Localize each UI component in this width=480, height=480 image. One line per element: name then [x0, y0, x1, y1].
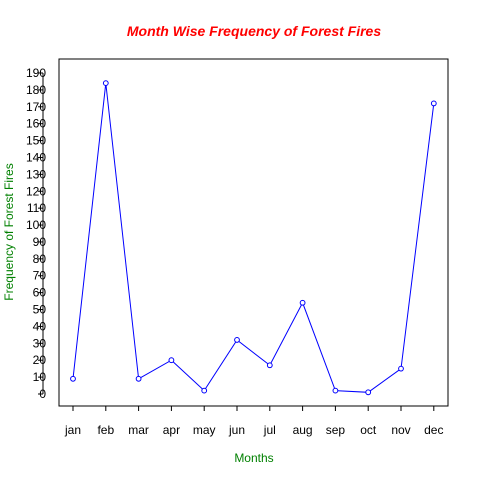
y-tick-label: 20: [33, 353, 47, 367]
y-axis: 0 10 20 30 40 50 60 70 80 90 100 110 120 130 140 150 160…: [26, 66, 46, 401]
y-tick-label: 70: [33, 269, 47, 283]
data-point: [266, 362, 273, 369]
series-line: [72, 83, 435, 393]
y-tick-label: 30: [33, 336, 47, 350]
data-point: [102, 80, 109, 87]
y-tick-label: 150: [26, 134, 46, 148]
data-point: [135, 375, 142, 382]
y-tick-label: 130: [26, 167, 46, 181]
y-tick-label: 60: [33, 286, 47, 300]
x-tick-label: apr: [163, 423, 180, 437]
x-tick-label: nov: [391, 423, 410, 437]
y-tick-label: 50: [33, 303, 47, 317]
data-point: [168, 357, 175, 364]
x-tick-label: jul: [263, 423, 276, 437]
y-tick-label: 170: [26, 100, 46, 114]
data-point: [398, 365, 404, 372]
y-tick-label: 90: [33, 235, 47, 249]
data-point: [299, 299, 306, 306]
y-tick-label: 140: [26, 150, 46, 164]
data-point: [234, 337, 240, 343]
x-axis-label: Months: [234, 451, 273, 465]
y-tick-label: 110: [27, 201, 46, 215]
y-tick-label: 100: [26, 218, 46, 232]
data-point: [430, 100, 437, 107]
data-point: [70, 375, 76, 382]
y-tick-label: 160: [26, 117, 46, 131]
y-tick-label: 120: [26, 184, 46, 198]
data-point: [365, 389, 372, 396]
data-point: [332, 387, 339, 394]
x-tick-label: feb: [97, 423, 114, 437]
plot-box: [58, 58, 449, 407]
y-tick-label: 80: [33, 252, 47, 266]
x-tick-label: oct: [360, 423, 377, 437]
y-tick-label: 10: [33, 370, 47, 384]
x-tick-label: may: [193, 423, 216, 437]
y-axis-label: Frequency of Forest Fires: [2, 163, 16, 300]
x-tick-label: dec: [424, 423, 443, 437]
y-tick-label: 0: [39, 387, 46, 401]
x-tick-label: aug: [293, 423, 313, 437]
y-tick-label: 180: [26, 83, 46, 97]
series-layer: [70, 80, 437, 396]
y-tick-label: 190: [26, 66, 46, 80]
chart-title: Month Wise Frequency of Forest Fires: [127, 23, 381, 39]
x-axis: jan feb mar apr may jun jul aug sep oct nov dec: [64, 405, 443, 437]
x-tick-label: jan: [64, 423, 81, 437]
data-point: [201, 387, 208, 394]
x-tick-label: jun: [228, 423, 245, 437]
x-tick-label: mar: [128, 423, 149, 437]
x-tick-label: sep: [326, 423, 346, 437]
y-tick-label: 40: [33, 319, 47, 333]
